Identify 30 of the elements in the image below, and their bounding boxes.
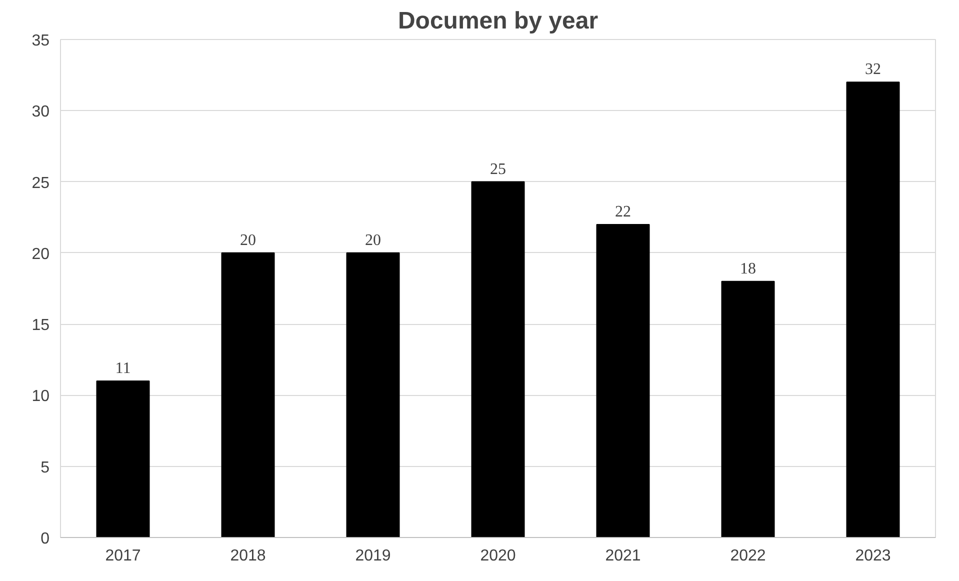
x-tick-label: 2017 <box>105 548 141 564</box>
chart-title: Documen by year <box>398 8 598 34</box>
x-tick-label: 2019 <box>355 548 391 564</box>
bar <box>471 181 525 538</box>
y-tick-label: 25 <box>32 174 50 192</box>
y-tick-label: 30 <box>32 104 50 121</box>
bar <box>596 224 650 538</box>
x-tick-label: 2023 <box>855 548 891 564</box>
y-tick-label: 20 <box>32 246 50 263</box>
data-label: 18 <box>740 260 756 278</box>
x-tick-label: 2020 <box>480 548 516 564</box>
bar <box>96 380 150 538</box>
bar <box>221 252 275 538</box>
data-label: 32 <box>865 61 881 78</box>
y-tick-label: 15 <box>32 317 50 334</box>
y-tick-label: 5 <box>40 459 50 476</box>
x-tick-label: 2018 <box>230 548 266 564</box>
data-label: 20 <box>365 232 381 249</box>
bar <box>346 252 400 538</box>
bar <box>846 82 900 538</box>
data-label: 25 <box>490 160 506 178</box>
x-tick-label: 2021 <box>605 548 641 564</box>
data-label: 22 <box>615 203 631 220</box>
y-tick-label: 10 <box>32 388 50 406</box>
bar <box>721 280 775 538</box>
data-label: 11 <box>115 360 131 377</box>
y-tick-label: 0 <box>40 530 50 548</box>
x-tick-label: 2022 <box>730 548 766 564</box>
y-tick-label: 35 <box>32 32 50 50</box>
data-label: 20 <box>240 232 256 249</box>
